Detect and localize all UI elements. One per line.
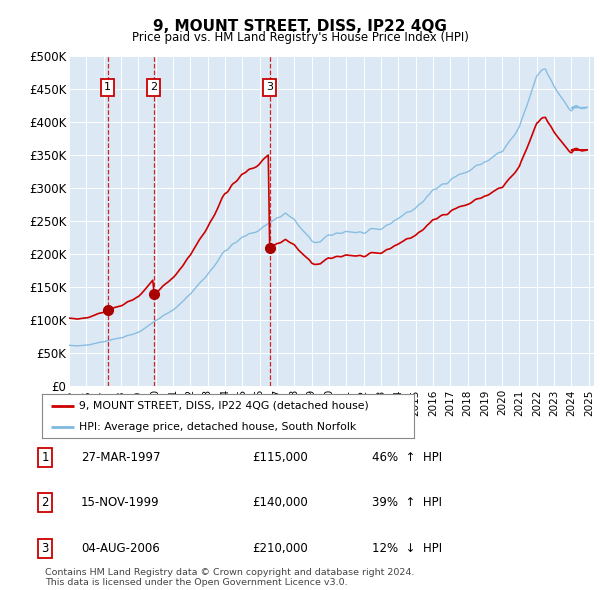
Text: 1: 1	[104, 83, 111, 93]
Text: 39%  ↑  HPI: 39% ↑ HPI	[372, 496, 442, 509]
Text: 2: 2	[150, 83, 157, 93]
Text: 1: 1	[41, 451, 49, 464]
Text: 9, MOUNT STREET, DISS, IP22 4QG (detached house): 9, MOUNT STREET, DISS, IP22 4QG (detache…	[79, 401, 369, 411]
Text: Price paid vs. HM Land Registry's House Price Index (HPI): Price paid vs. HM Land Registry's House …	[131, 31, 469, 44]
Text: 46%  ↑  HPI: 46% ↑ HPI	[372, 451, 442, 464]
Text: 3: 3	[266, 83, 274, 93]
Text: 27-MAR-1997: 27-MAR-1997	[81, 451, 161, 464]
Text: £140,000: £140,000	[252, 496, 308, 509]
Text: Contains HM Land Registry data © Crown copyright and database right 2024.: Contains HM Land Registry data © Crown c…	[45, 568, 415, 576]
Text: 2: 2	[41, 496, 49, 509]
Text: HPI: Average price, detached house, South Norfolk: HPI: Average price, detached house, Sout…	[79, 422, 356, 432]
Text: 15-NOV-1999: 15-NOV-1999	[81, 496, 160, 509]
Text: 04-AUG-2006: 04-AUG-2006	[81, 542, 160, 555]
Text: 12%  ↓  HPI: 12% ↓ HPI	[372, 542, 442, 555]
Text: 9, MOUNT STREET, DISS, IP22 4QG: 9, MOUNT STREET, DISS, IP22 4QG	[153, 19, 447, 34]
Text: £115,000: £115,000	[252, 451, 308, 464]
Text: This data is licensed under the Open Government Licence v3.0.: This data is licensed under the Open Gov…	[45, 578, 347, 587]
Text: £210,000: £210,000	[252, 542, 308, 555]
Text: 3: 3	[41, 542, 49, 555]
